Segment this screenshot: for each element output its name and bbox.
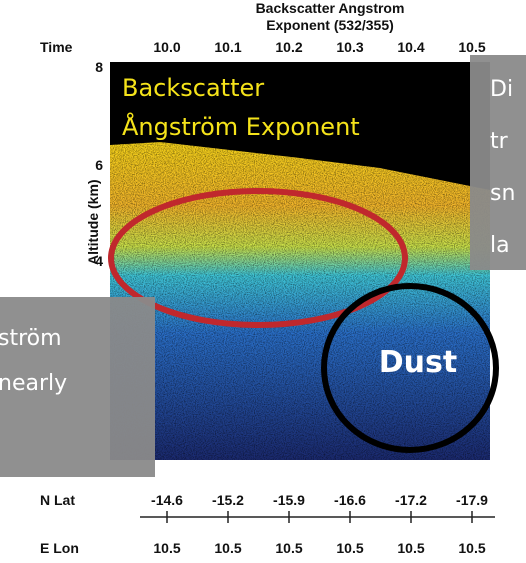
- callout-text: tr: [490, 129, 509, 154]
- page: Backscatter Angstrom Exponent (532/355) …: [0, 0, 526, 563]
- time-tick-label: 10.5: [458, 39, 485, 55]
- lat-tick-label: -17.9: [456, 492, 488, 508]
- y-axis-label: Altitude (km): [85, 179, 101, 265]
- overlay-title: Backscatter: [122, 74, 264, 102]
- time-tick-label: 10.1: [214, 39, 241, 55]
- figure: Backscatter Angstrom Exponent (532/355) …: [0, 0, 526, 563]
- lon-tick-label: 10.5: [153, 540, 180, 556]
- y-tick-label: 8: [95, 59, 103, 75]
- time-label: Time: [40, 39, 73, 55]
- lon-tick-label: 10.5: [275, 540, 302, 556]
- callout-text: sn: [490, 181, 515, 206]
- dust-label: Dust: [379, 345, 457, 380]
- lon-label: E Lon: [40, 540, 79, 556]
- title: Exponent (532/355): [266, 17, 394, 33]
- callout-text: la: [490, 233, 510, 258]
- time-tick-label: 10.2: [275, 39, 302, 55]
- title: Backscatter Angstrom: [256, 0, 405, 16]
- time-tick-label: 10.4: [397, 39, 424, 55]
- lon-tick-label: 10.5: [397, 540, 424, 556]
- callout-text: Di: [490, 77, 513, 102]
- time-tick-label: 10.3: [336, 39, 363, 55]
- lat-tick-label: -16.6: [334, 492, 366, 508]
- lat-label: N Lat: [40, 492, 75, 508]
- callout-text: ström: [0, 326, 62, 351]
- lat-tick-label: -14.6: [151, 492, 183, 508]
- curtain-noise: [110, 142, 490, 460]
- lat-tick-label: -17.2: [395, 492, 427, 508]
- lat-tick-label: -15.2: [212, 492, 244, 508]
- lon-tick-label: 10.5: [458, 540, 485, 556]
- lon-tick-label: 10.5: [336, 540, 363, 556]
- lat-tick-label: -15.9: [273, 492, 305, 508]
- time-tick-label: 10.0: [153, 39, 180, 55]
- y-tick-label: 6: [95, 157, 103, 173]
- overlay-title: Ångström Exponent: [122, 112, 360, 141]
- lon-tick-label: 10.5: [214, 540, 241, 556]
- callout-text: nearly: [0, 371, 67, 396]
